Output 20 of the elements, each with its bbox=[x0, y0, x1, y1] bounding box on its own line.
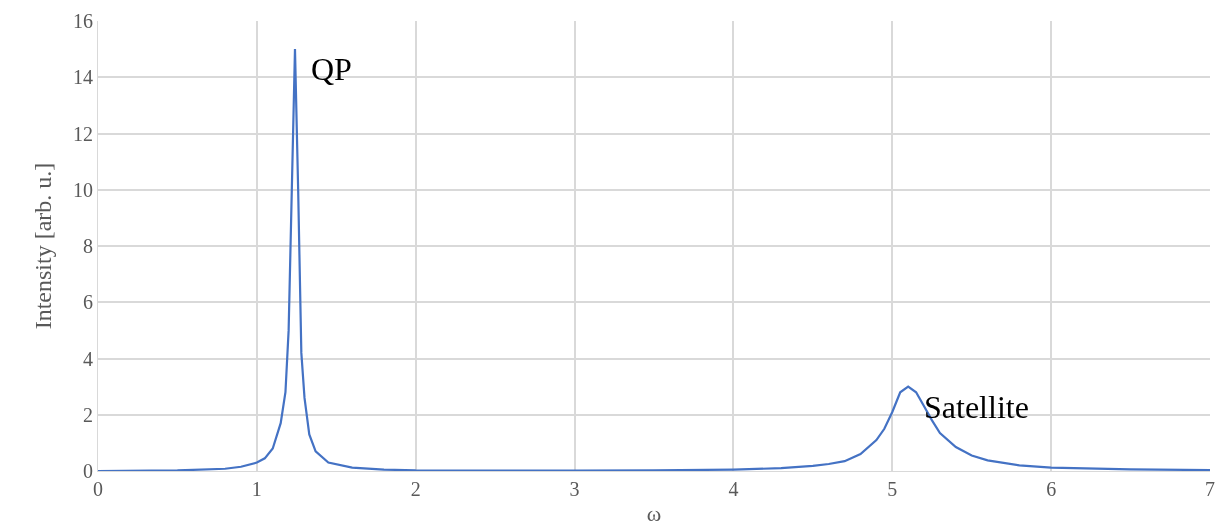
x-axis-title: ω bbox=[646, 500, 662, 526]
x-tick-label: 3 bbox=[569, 478, 580, 500]
y-tick-label: 12 bbox=[73, 122, 93, 145]
y-tick-label: 2 bbox=[83, 403, 93, 426]
annotation: Satellite bbox=[924, 389, 1029, 425]
x-tick-label: 2 bbox=[410, 478, 421, 500]
y-tick-label: 10 bbox=[73, 178, 93, 201]
x-tick-label: 4 bbox=[728, 478, 739, 500]
y-tick-label: 8 bbox=[83, 235, 93, 257]
y-tick-label: 0 bbox=[83, 460, 93, 482]
x-tick-label: 1 bbox=[251, 478, 262, 500]
y-tick-label: 6 bbox=[83, 291, 93, 314]
x-tick-label: 6 bbox=[1046, 478, 1057, 500]
x-tick-label: 7 bbox=[1205, 478, 1215, 500]
y-tick-label: 4 bbox=[83, 347, 93, 370]
y-axis-title: Intensity [arb. u.] bbox=[30, 162, 57, 330]
y-tick-label: 14 bbox=[73, 66, 93, 89]
y-tick-label: 16 bbox=[73, 10, 93, 32]
x-tick-label: 5 bbox=[887, 478, 898, 500]
annotation: QP bbox=[311, 51, 352, 87]
